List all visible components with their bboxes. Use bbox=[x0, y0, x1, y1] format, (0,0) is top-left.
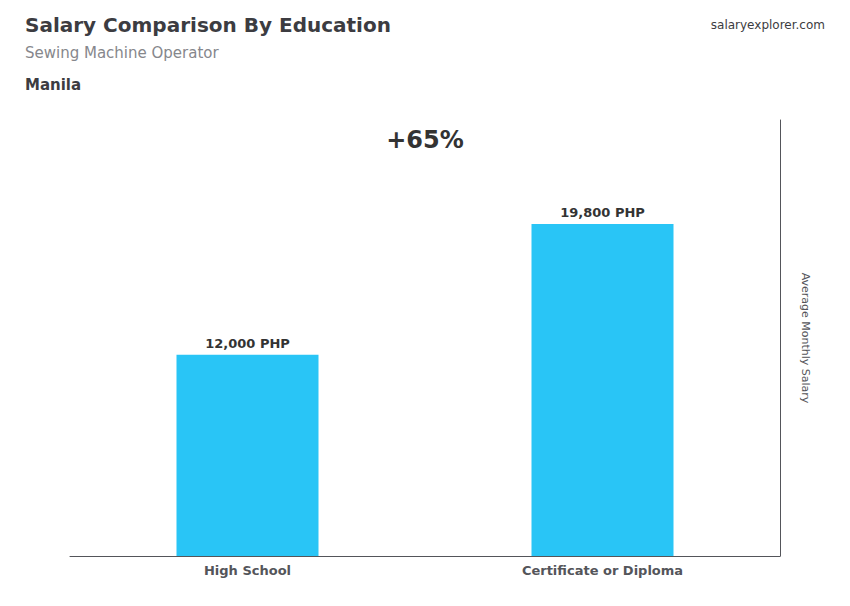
svg-text:High School: High School bbox=[204, 563, 291, 578]
svg-text:salaryexplorer.com: salaryexplorer.com bbox=[711, 18, 825, 32]
svg-text:19,800 PHP: 19,800 PHP bbox=[560, 205, 645, 220]
svg-text:12,000 PHP: 12,000 PHP bbox=[205, 336, 290, 351]
svg-text:Average Monthly Salary: Average Monthly Salary bbox=[799, 273, 812, 404]
svg-text:Sewing Machine Operator: Sewing Machine Operator bbox=[25, 44, 220, 62]
svg-text:Salary Comparison By Education: Salary Comparison By Education bbox=[25, 13, 391, 37]
svg-text:Certificate or Diploma: Certificate or Diploma bbox=[522, 563, 683, 578]
svg-text:+65%: +65% bbox=[386, 126, 464, 154]
svg-text:Manila: Manila bbox=[25, 76, 81, 94]
